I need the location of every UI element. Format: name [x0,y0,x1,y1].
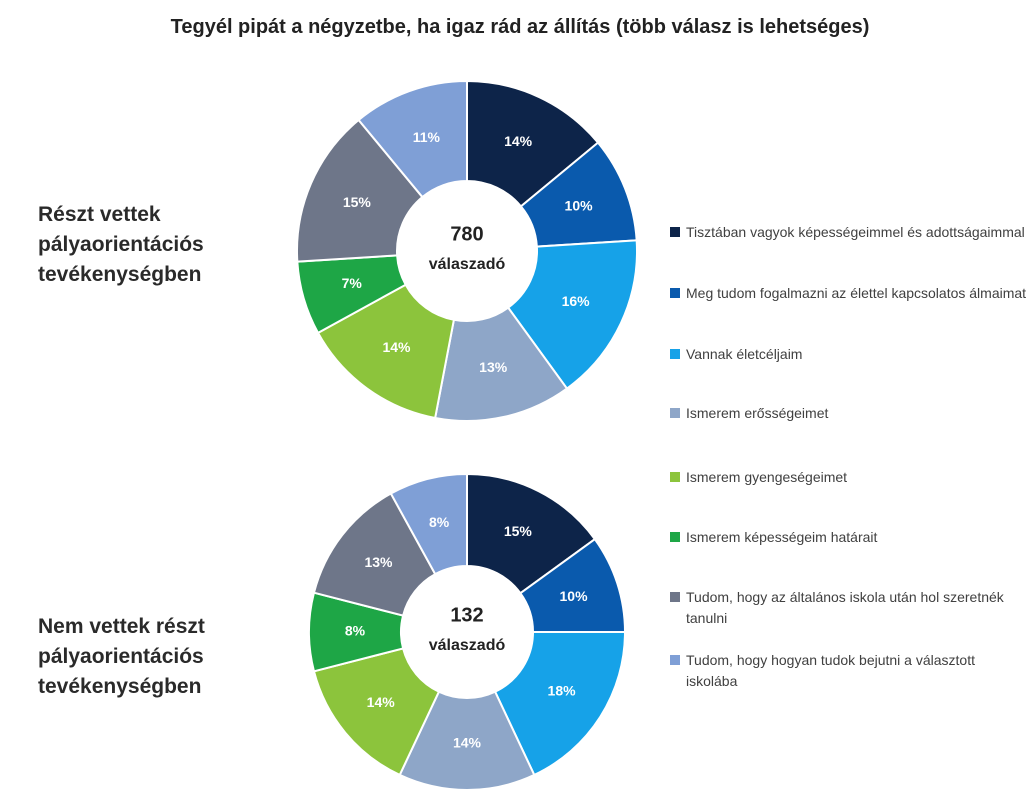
legend-label: Tudom, hogy az általános iskola után hol… [686,589,1004,626]
donut-segment [316,283,456,420]
legend-swatch [670,472,680,482]
donut-segment [296,118,424,263]
center-number: 132 [450,604,483,626]
data-label: 14% [504,133,533,149]
data-label: 16% [562,293,591,309]
legend-entry: Meg tudom fogalmazni az élettel kapcsola… [670,283,1030,304]
donut-segment [466,472,597,595]
donut-segment [312,492,437,617]
legend-swatch [670,592,680,602]
data-label: 10% [565,198,594,214]
data-label: 11% [413,129,441,145]
center-label: válaszadó [429,637,506,654]
data-label: 7% [342,275,363,291]
legend-label: Ismerem gyengeségeimet [686,469,848,485]
legend-entry: Ismerem erősségeimet [670,403,1030,424]
data-label: 14% [367,694,396,710]
data-label: 8% [345,623,366,639]
donut-segment [398,690,536,791]
legend-label: Meg tudom fogalmazni az élettel kapcsola… [686,285,1027,301]
legend-entry: Tisztában vagyok képességeimmel és adott… [670,222,1030,243]
legend-label: Ismerem képességeim határait [686,529,878,545]
legend-label: Ismerem erősségeimet [686,405,829,421]
legend-swatch [670,349,680,359]
data-label: 8% [429,514,450,530]
legend-swatch [670,532,680,542]
legend-entry: Ismerem képességeim határait [670,527,1030,548]
center-number: 780 [450,223,483,245]
legend-entry: Tudom, hogy hogyan tudok bejutni a válas… [670,650,1030,692]
legend-swatch [670,408,680,418]
legend-entry: Ismerem gyengeségeimet [670,467,1030,488]
center-label: válaszadó [429,256,506,273]
data-label: 14% [382,339,411,355]
group-label: Nem vettek részt pályaorientációs tevéke… [38,615,205,698]
data-label: 13% [364,554,393,570]
data-label: 15% [343,194,372,210]
data-label: 15% [504,523,533,539]
group-label: Részt vettek pályaorientációs tevékenysé… [38,203,204,286]
data-label: 18% [548,683,577,699]
legend-label: Tudom, hogy hogyan tudok bejutni a válas… [686,652,975,689]
data-label: 10% [560,588,589,604]
legend-label: Vannak életcéljaim [686,346,803,362]
legend-swatch [670,227,680,237]
legend-swatch [670,288,680,298]
donut-segment [357,79,468,199]
legend-entry: Tudom, hogy az általános iskola után hol… [670,587,1030,629]
data-label: 13% [479,359,508,375]
donut-segment [389,472,468,576]
donut-segment [493,631,627,777]
donut-segment [312,647,441,777]
data-label: 14% [453,735,482,751]
chart-title: Tegyél pipát a négyzetbe, ha igaz rád az… [170,16,870,38]
legend-label: Tisztában vagyok képességeimmel és adott… [686,224,1025,240]
legend-entry: Vannak életcéljaim [670,344,1030,365]
legend-swatch [670,655,680,665]
donut-segment [466,79,600,208]
